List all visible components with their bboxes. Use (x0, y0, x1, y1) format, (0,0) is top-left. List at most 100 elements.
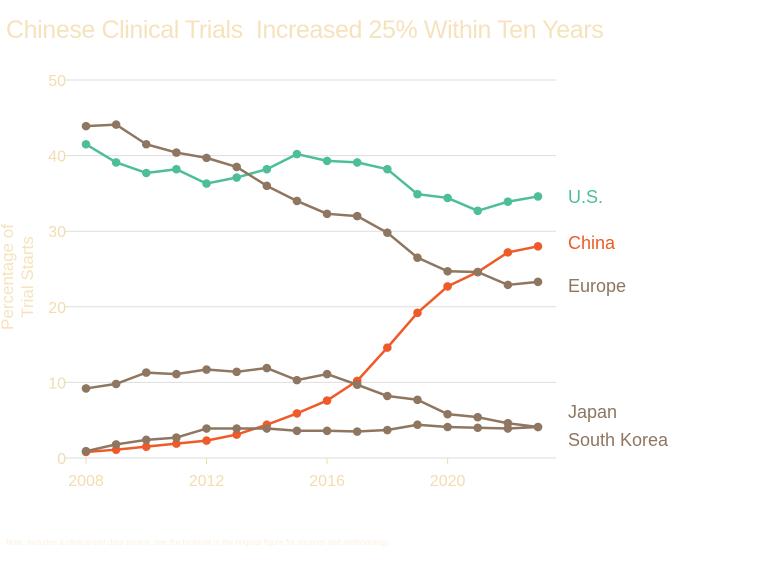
data-point-u-s (383, 164, 392, 174)
data-point-china (503, 248, 513, 257)
data-point-south-korea (262, 424, 272, 433)
y-tick-label: 0 (57, 451, 66, 468)
data-point-japan (172, 369, 181, 379)
data-point-europe (292, 196, 302, 206)
series-line-south-korea (85, 423, 539, 453)
data-point-china (292, 409, 302, 418)
data-point-south-korea (202, 424, 211, 433)
series-line-china (85, 245, 539, 454)
x-tick-label: 2020 (430, 473, 466, 490)
series-line-u-s (85, 143, 539, 213)
data-point-u-s (262, 164, 272, 174)
series-labels: U.S. China Europe Japan South Korea (568, 187, 669, 450)
data-point-china (443, 282, 452, 291)
data-point-u-s (443, 193, 452, 203)
data-point-south-korea (232, 424, 241, 433)
data-point-europe (322, 209, 332, 219)
data-point-south-korea (111, 440, 121, 449)
y-tick-label: 30 (48, 224, 66, 241)
data-point-china (383, 343, 392, 352)
data-point-japan (81, 384, 91, 393)
data-point-japan (352, 380, 362, 389)
data-point-china (413, 308, 422, 318)
data-point-south-korea (383, 425, 392, 435)
data-point-u-s (111, 158, 121, 167)
y-tick-label: 20 (48, 300, 66, 317)
data-point-europe (503, 280, 513, 290)
data-point-japan (111, 379, 121, 389)
data-point-japan (473, 412, 483, 422)
gridlines (64, 79, 556, 459)
data-point-europe (352, 211, 362, 221)
data-point-europe (413, 253, 422, 262)
x-tick-label: 2012 (189, 473, 225, 490)
data-point-europe (172, 148, 181, 157)
data-point-china (141, 442, 151, 451)
series-u-s (81, 139, 543, 216)
footnote: Note: Includes a clinical-trial data sou… (6, 538, 391, 547)
data-point-south-korea (141, 435, 151, 445)
series-label-europe: Europe (568, 276, 626, 296)
data-point-u-s (81, 139, 91, 149)
data-point-japan (443, 409, 452, 419)
series-line-japan (85, 366, 539, 429)
data-point-europe (443, 266, 452, 276)
series-label-u-s: U.S. (568, 187, 603, 207)
data-point-europe (232, 162, 241, 172)
data-point-south-korea (503, 424, 513, 433)
data-point-japan (141, 368, 151, 377)
data-point-japan (292, 375, 302, 385)
data-point-u-s (172, 164, 181, 174)
data-point-europe (81, 121, 91, 131)
y-tick-label: 40 (48, 149, 66, 166)
chart-title: Chinese Clinical Trials Increased 25% Wi… (6, 16, 604, 44)
data-point-u-s (413, 189, 422, 199)
y-tick-label: 50 (48, 73, 66, 90)
data-point-europe (473, 267, 483, 277)
data-point-south-korea (172, 433, 181, 442)
data-point-u-s (473, 206, 483, 216)
series-japan (81, 363, 543, 432)
data-point-south-korea (322, 426, 332, 436)
data-point-china (172, 439, 181, 448)
data-point-japan (202, 365, 211, 374)
series-label-south-korea: South Korea (568, 430, 669, 450)
data-point-u-s (352, 158, 362, 167)
data-point-japan (262, 363, 272, 373)
data-point-japan (232, 367, 241, 377)
data-point-europe (262, 181, 272, 191)
x-tick-label: 2016 (309, 473, 345, 490)
data-point-south-korea (352, 427, 362, 436)
data-point-south-korea (413, 420, 422, 430)
data-point-south-korea (292, 426, 302, 436)
data-point-u-s (503, 197, 513, 207)
data-point-u-s (533, 192, 543, 201)
data-point-china (322, 396, 332, 405)
x-axis-ticks: 2008 2012 2016 2020 (68, 458, 465, 490)
data-point-u-s (232, 173, 241, 182)
data-point-europe (111, 120, 121, 129)
series-europe (81, 120, 543, 290)
series-line-europe (85, 123, 539, 287)
data-point-europe (533, 277, 543, 287)
data-point-europe (202, 153, 211, 163)
data-point-china (232, 430, 241, 439)
data-point-japan (413, 395, 422, 405)
data-point-u-s (322, 156, 332, 166)
data-point-europe (141, 139, 151, 149)
data-point-japan (322, 369, 332, 379)
data-point-south-korea (533, 422, 543, 432)
series-south-korea (81, 420, 543, 456)
series-china (81, 242, 543, 457)
data-point-south-korea (473, 423, 483, 433)
data-point-u-s (141, 168, 151, 178)
data-point-south-korea (443, 422, 452, 432)
data-point-china (533, 242, 543, 251)
y-axis-ticks: 0 10 20 30 40 50 (48, 73, 66, 468)
series-label-japan: Japan (568, 402, 617, 422)
y-tick-label: 10 (48, 375, 66, 392)
series-label-china: China (568, 233, 616, 253)
data-point-u-s (292, 149, 302, 159)
data-point-europe (383, 228, 392, 238)
